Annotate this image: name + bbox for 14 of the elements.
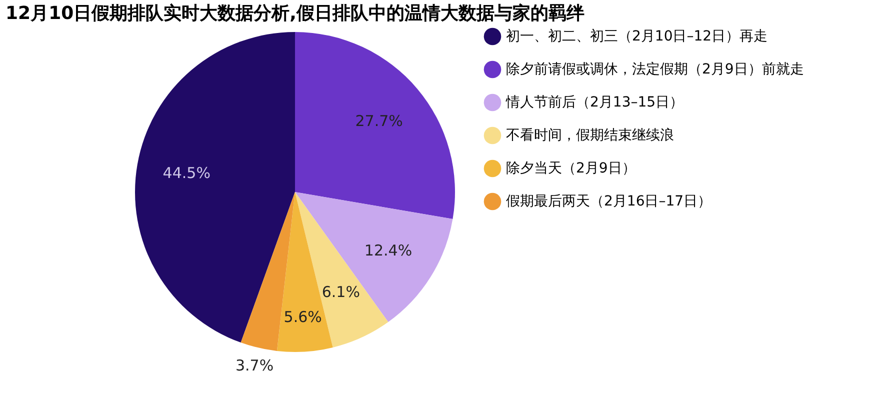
legend-label: 除夕当天（2月9日） <box>506 160 636 176</box>
legend-label: 除夕前请假或调休，法定假期（2月9日）前就走 <box>506 62 804 78</box>
legend-label: 情人节前后（2月13–15日） <box>505 94 684 110</box>
data-label: 5.6% <box>284 308 322 326</box>
data-label: 27.7% <box>355 112 403 130</box>
data-label: 12.4% <box>364 241 412 260</box>
pie-slice <box>295 32 455 220</box>
legend-label: 不看时间，假期结束继续浪 <box>506 128 674 144</box>
data-label: 6.1% <box>322 282 360 301</box>
legend-label: 初一、初二、初三（2月10日–12日）再走 <box>506 28 768 44</box>
legend-label: 假期最后两天（2月16日–17日） <box>506 194 712 210</box>
data-label: 3.7% <box>235 356 274 374</box>
data-label: 44.5% <box>162 164 210 182</box>
chart-title: 12月10日假期排队实时大数据分析,假日排队中的温情大数据与家的羁绊 <box>6 3 584 24</box>
